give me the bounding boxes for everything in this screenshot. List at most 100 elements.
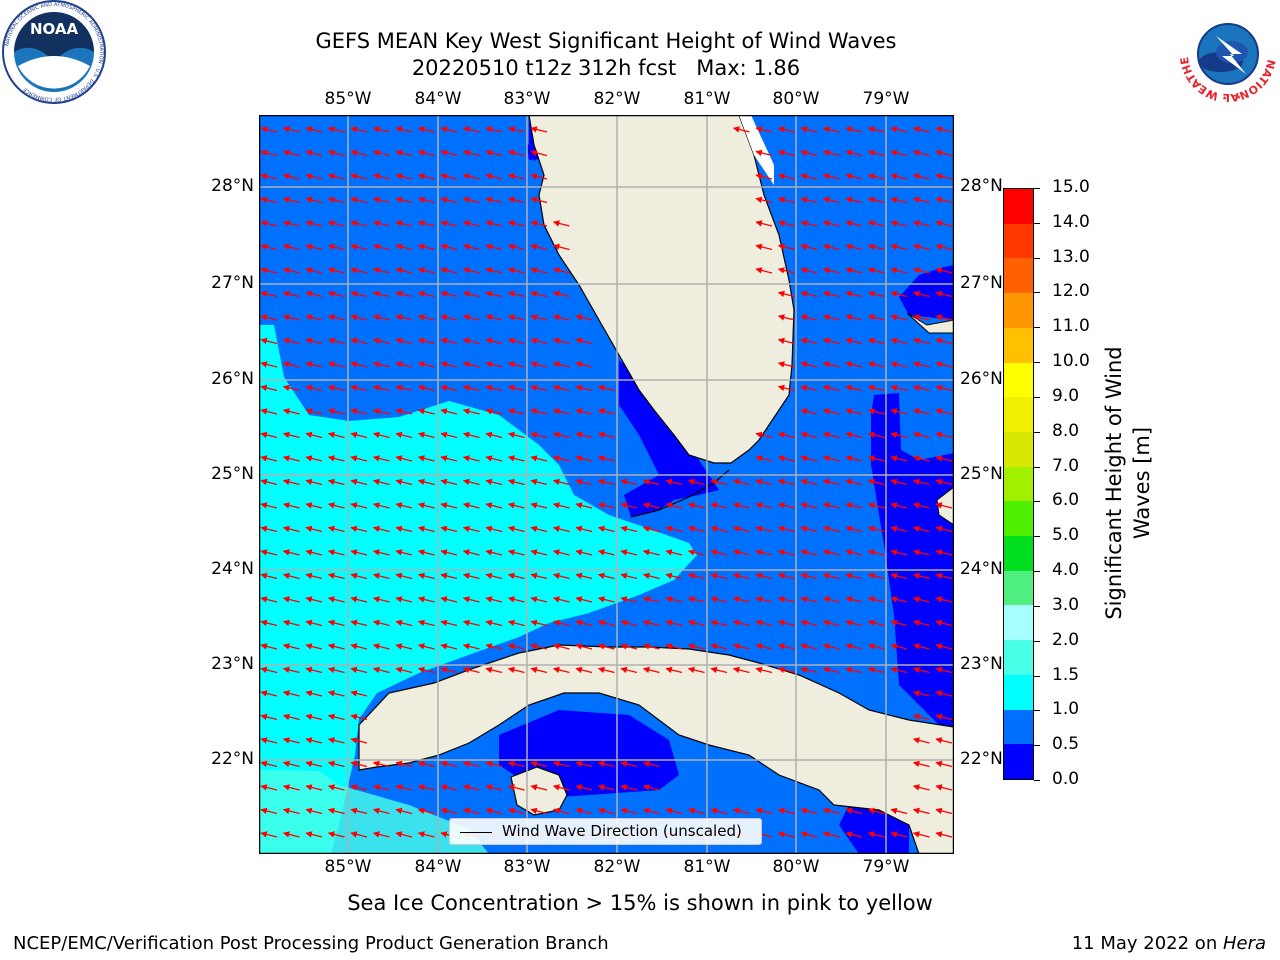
wave-arrow: [282, 173, 300, 180]
wave-arrow: [575, 455, 593, 462]
wave-arrow: [282, 666, 300, 674]
wave-arrow: [822, 173, 840, 180]
colorbar-tick-label: 15.0: [1052, 177, 1090, 197]
wave-arrow: [777, 807, 795, 815]
wave-arrow: [755, 572, 773, 580]
wave-arrow: [350, 243, 368, 251]
wave-arrow: [732, 126, 750, 133]
wave-arrow: [710, 643, 728, 650]
wave-arrow: [282, 431, 300, 439]
wave-arrow: [485, 502, 503, 509]
wave-arrow: [372, 243, 390, 251]
wave-arrow: [912, 149, 930, 157]
wave-arrow: [867, 643, 885, 650]
wave-arrow: [867, 572, 885, 580]
wave-arrow: [350, 784, 368, 791]
colorbar-tick-label: 2.0: [1052, 629, 1080, 650]
wave-arrow: [935, 149, 953, 157]
map-frame: [259, 115, 954, 854]
wave-arrow: [282, 455, 300, 462]
wave-arrow: [732, 619, 750, 627]
wave-arrow: [530, 126, 548, 133]
wave-arrow: [912, 525, 930, 533]
wave-arrow: [890, 220, 908, 227]
wave-arrow: [350, 196, 368, 204]
wave-arrow: [642, 619, 660, 627]
map-grid: [259, 115, 954, 854]
wave-arrow: [440, 643, 458, 650]
wave-arrow: [327, 807, 345, 815]
wave-arrow: [462, 337, 480, 345]
wave-arrow: [822, 455, 840, 462]
wave-arrow: [372, 173, 390, 180]
wave-arrow: [485, 643, 503, 650]
legend-line-sample: [460, 832, 492, 833]
wave-arrow: [935, 126, 953, 133]
wave-arrow: [800, 384, 818, 392]
wave-arrow: [507, 431, 525, 439]
wave-arrow: [867, 220, 885, 227]
wave-arrow: [552, 525, 570, 533]
wave-arrow: [305, 502, 323, 509]
wave-arrow: [800, 337, 818, 345]
land-bahamas: [906, 312, 954, 334]
wave-arrow: [327, 596, 345, 603]
wave-arrow: [440, 196, 458, 204]
wave-zone-0-0.5: [839, 805, 909, 854]
nws-logo: NATIONAL WEATHER SERVICE ★ ★ ★: [1172, 0, 1280, 108]
wave-arrow: [935, 807, 953, 815]
colorbar-segment: [1004, 570, 1033, 606]
wave-arrow: [395, 455, 413, 462]
wave-arrow: [800, 502, 818, 509]
wave-arrow: [552, 807, 570, 815]
wave-arrow: [417, 643, 435, 650]
wave-arrow: [282, 314, 300, 321]
wave-arrow: [552, 267, 570, 274]
wave-arrow: [912, 267, 930, 274]
colorbar-tick-mark: [1034, 571, 1040, 573]
wave-arrow: [395, 619, 413, 627]
wave-arrow: [305, 455, 323, 462]
wave-arrow: [440, 220, 458, 227]
colorbar-segment: [1004, 293, 1033, 328]
wave-arrow: [260, 690, 278, 697]
wave-arrow: [822, 126, 840, 133]
wave-arrow: [282, 831, 300, 838]
wave-arrow: [935, 831, 953, 838]
wave-arrow: [417, 126, 435, 133]
wave-arrow: [890, 502, 908, 509]
wave-arrow: [260, 807, 278, 815]
wave-arrow: [890, 196, 908, 204]
wave-arrow: [395, 525, 413, 533]
wave-arrow: [395, 831, 413, 838]
wave-arrow: [890, 314, 908, 321]
wave-arrow: [890, 619, 908, 627]
wave-arrow: [755, 596, 773, 603]
colorbar-segment: [1004, 327, 1033, 363]
wave-arrow: [822, 666, 840, 674]
wave-arrow: [935, 361, 953, 368]
wave-arrow: [620, 784, 638, 791]
wave-arrow: [327, 831, 345, 838]
wave-arrow: [507, 596, 525, 603]
wave-arrow: [597, 525, 615, 533]
colorbar-tick-mark: [1034, 745, 1040, 747]
wave-arrow: [350, 337, 368, 345]
wave-arrow: [755, 502, 773, 509]
wave-arrow: [372, 408, 390, 415]
wave-arrow: [327, 267, 345, 274]
colorbar-segment: [1004, 640, 1033, 675]
colorbar-tick-label: 11.0: [1052, 316, 1090, 337]
wave-arrow: [507, 643, 525, 650]
wave-arrow: [305, 525, 323, 533]
wave-arrow: [575, 807, 593, 815]
wave-arrow: [462, 455, 480, 462]
colorbar-tick-mark: [1034, 257, 1040, 259]
wave-arrow: [530, 173, 548, 180]
wave-arrow: [260, 290, 278, 298]
wave-arrow: [822, 596, 840, 603]
y-tick-left: 27°N: [211, 273, 254, 293]
wave-arrow: [327, 314, 345, 321]
wave-arrow: [575, 478, 593, 486]
wave-arrow: [777, 643, 795, 650]
